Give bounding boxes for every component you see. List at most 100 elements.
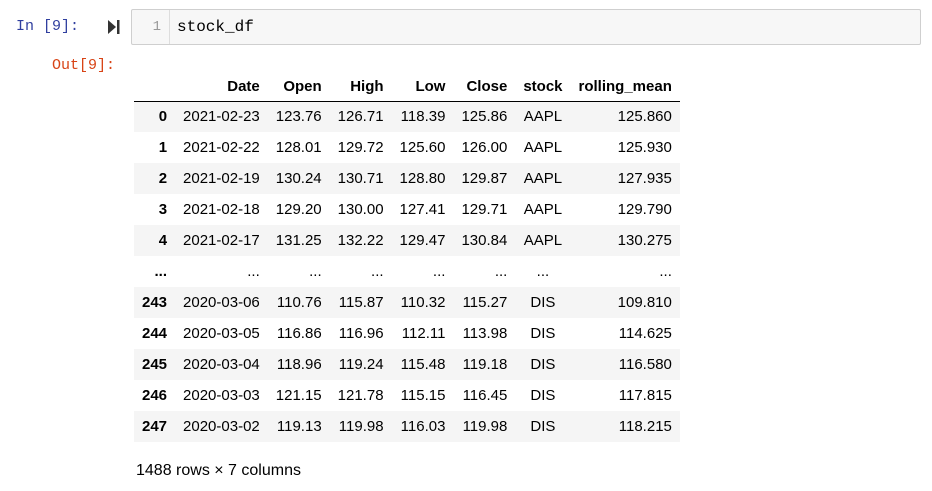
line-number: 1 xyxy=(152,19,161,35)
row-index: 0 xyxy=(158,108,168,126)
table-cell: 2020-03-05 xyxy=(183,325,260,342)
table-cell: 2020-03-03 xyxy=(183,387,260,404)
table-row: 243 2020-03-06 110.76 115.87 110.32 115.27 DIS… xyxy=(134,287,680,318)
table-cell: 125.930 xyxy=(617,139,672,156)
table-row: 244 2020-03-05 116.86 116.96 112.11 113.98 DIS… xyxy=(134,318,680,349)
table-cell: 116.86 xyxy=(276,325,322,342)
table-cell: DIS xyxy=(530,387,556,404)
table-cell: 2021-02-18 xyxy=(183,201,260,218)
table-cell: DIS xyxy=(530,294,556,311)
table-cell: 109.810 xyxy=(617,294,672,311)
row-index: 247 xyxy=(142,418,168,435)
table-cell: 129.20 xyxy=(275,201,322,218)
column-header: High xyxy=(329,70,392,102)
table-cell: 119.98 xyxy=(338,418,384,435)
table-cell: 125.60 xyxy=(399,139,446,156)
table-row: 245 2020-03-04 118.96 119.24 115.48 119.18 DIS… xyxy=(134,349,680,380)
row-index: 2 xyxy=(158,170,168,187)
table-row: ........................ xyxy=(134,256,680,287)
table-cell: 119.13 xyxy=(276,418,322,435)
row-index: 3 xyxy=(158,201,168,218)
table-cell: 2020-03-06 xyxy=(183,294,260,311)
table-cell: 2020-03-04 xyxy=(183,356,260,373)
row-index: ... xyxy=(154,263,168,280)
table-cell: 130.71 xyxy=(337,170,384,187)
table-cell: 113.98 xyxy=(462,325,508,342)
table-cell: DIS xyxy=(530,356,556,373)
table-row: 247 2020-03-02 119.13 119.98 116.03 119.98 DIS… xyxy=(134,411,680,442)
table-cell: 131.25 xyxy=(275,232,322,249)
table-cell: ... xyxy=(309,263,322,280)
table-cell: ... xyxy=(432,263,446,280)
table-cell: 115.48 xyxy=(400,356,446,373)
column-header: rolling_mean xyxy=(570,70,680,102)
table-cell: 116.580 xyxy=(618,356,672,373)
table-header: Date Open High Low Close stock rolling_mean xyxy=(134,70,680,102)
row-index: 244 xyxy=(142,325,168,342)
dataframe-shape-text: 1488 rows × 7 columns xyxy=(136,462,301,479)
column-header: Low xyxy=(391,70,454,102)
column-header: Open xyxy=(267,70,330,102)
table-cell: 2021-02-23 xyxy=(183,108,260,126)
table-row: 3 2021-02-18 129.20 130.00 127.41 129.71 AAPL 1… xyxy=(134,194,680,225)
table-cell: 2020-03-02 xyxy=(183,418,260,435)
header-row: Date Open High Low Close stock rolling_mean xyxy=(134,70,680,102)
table-cell: AAPL xyxy=(523,139,563,156)
table-cell: 130.00 xyxy=(337,201,384,218)
table-cell: AAPL xyxy=(523,201,563,218)
table-cell: 127.41 xyxy=(399,201,446,218)
code-input-area[interactable]: 1 stock_df xyxy=(131,9,921,45)
table-cell: 126.00 xyxy=(461,139,508,156)
table-cell: 114.625 xyxy=(618,325,672,342)
table-body: 0 2021-02-23 123.76 126.71 118.39 125.86 AAPL 1… xyxy=(134,101,680,442)
table-cell: 116.03 xyxy=(400,418,446,435)
column-header: stock xyxy=(515,70,571,102)
table-cell: 115.15 xyxy=(400,387,446,404)
table-cell: 119.98 xyxy=(462,418,508,435)
table-cell: 2021-02-19 xyxy=(183,170,260,187)
table-cell: 123.76 xyxy=(275,108,322,126)
table-cell: 110.76 xyxy=(276,294,322,311)
table-cell: 130.24 xyxy=(275,170,322,187)
table-row: 0 2021-02-23 123.76 126.71 118.39 125.86 AAPL 1… xyxy=(134,101,680,132)
table-cell: 115.27 xyxy=(462,294,508,311)
table-cell: 118.96 xyxy=(276,356,322,373)
table-row: 4 2021-02-17 131.25 132.22 129.47 130.84 AAPL 1… xyxy=(134,225,680,256)
table-cell: 116.45 xyxy=(462,387,508,404)
output-prompt: Out[9]: xyxy=(52,57,116,74)
input-prompt: In [9]: xyxy=(16,18,80,35)
table-cell: 129.87 xyxy=(461,170,508,187)
table-cell: ... xyxy=(494,263,508,280)
code-text[interactable]: stock_df xyxy=(177,18,254,36)
table-cell: 118.215 xyxy=(618,418,672,435)
table-row: 246 2020-03-03 121.15 121.78 115.15 116.45 DIS… xyxy=(134,380,680,411)
column-header: Close xyxy=(453,70,516,102)
table-cell: 121.78 xyxy=(337,387,384,404)
table-cell: 126.71 xyxy=(337,108,384,126)
table-cell: 2021-02-17 xyxy=(183,232,260,249)
table-cell: AAPL xyxy=(523,170,563,187)
table-row: 2 2021-02-19 130.24 130.71 128.80 129.87 AAPL 1… xyxy=(134,163,680,194)
table-cell: 130.275 xyxy=(617,232,672,249)
table-cell: 2021-02-22 xyxy=(183,139,260,156)
table-cell: AAPL xyxy=(523,232,563,249)
run-cell-icon[interactable] xyxy=(107,18,121,36)
table-cell: 128.80 xyxy=(399,170,446,187)
table-cell: AAPL xyxy=(523,108,563,126)
column-header: Date xyxy=(175,70,268,102)
table-cell: ... xyxy=(247,263,260,280)
table-cell: DIS xyxy=(530,418,556,435)
table-cell: 128.01 xyxy=(275,139,322,156)
table-cell: 116.96 xyxy=(338,325,384,342)
table-cell: 125.86 xyxy=(461,108,508,126)
table-cell: 132.22 xyxy=(337,232,384,249)
row-index: 245 xyxy=(142,356,168,373)
index-header xyxy=(134,70,176,102)
table-cell: ... xyxy=(659,263,672,280)
table-cell: DIS xyxy=(530,325,556,342)
table-cell: 119.18 xyxy=(462,356,508,373)
table-cell: 121.15 xyxy=(275,387,322,404)
row-index: 243 xyxy=(142,294,168,311)
table-cell: 125.860 xyxy=(617,108,672,126)
